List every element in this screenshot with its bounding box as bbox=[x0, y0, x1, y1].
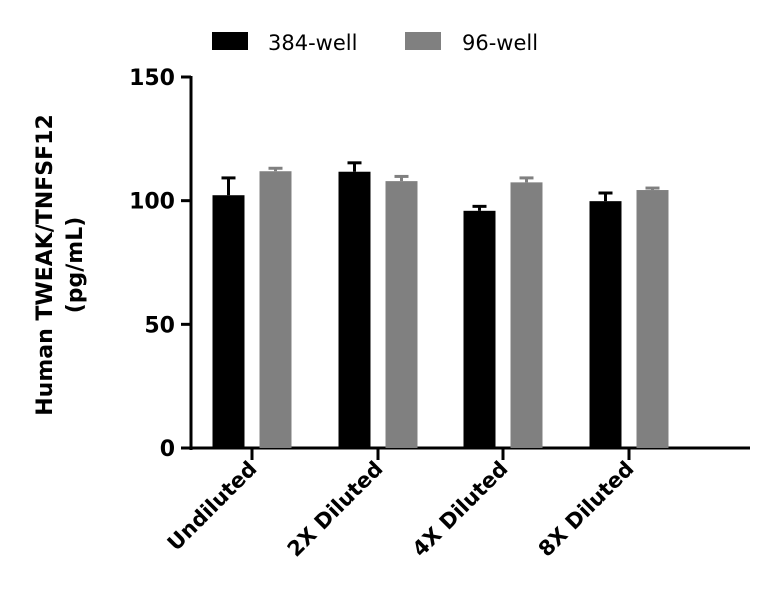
bar-96-well-2x-diluted bbox=[385, 181, 418, 449]
bar-96-well-8x-diluted bbox=[636, 190, 669, 449]
y-axis-label-line-1: Human TWEAK/TNFSF12 bbox=[33, 114, 58, 416]
legend-label-96-well: 96-well bbox=[462, 31, 538, 55]
bar-384-well-2x-diluted bbox=[338, 171, 371, 448]
y-tick-label: 150 bbox=[129, 66, 175, 91]
y-tick-label: 100 bbox=[129, 190, 175, 215]
x-tick-label: 8X Diluted bbox=[534, 457, 639, 562]
legend-swatch-96-well bbox=[405, 32, 441, 50]
legend: 384-well 96-well bbox=[212, 31, 538, 55]
bar-384-well-8x-diluted bbox=[589, 201, 622, 448]
x-tick-label: Undiluted bbox=[163, 457, 262, 556]
y-tick-label: 50 bbox=[144, 313, 175, 338]
y-tick-label: 0 bbox=[160, 437, 175, 462]
y-axis-label-line-2: (pg/mL) bbox=[63, 217, 88, 314]
bar-96-well-4x-diluted bbox=[510, 182, 543, 448]
legend-label-384-well: 384-well bbox=[268, 31, 357, 55]
legend-swatch-384-well bbox=[212, 32, 248, 50]
bar-384-well-4x-diluted bbox=[463, 210, 496, 448]
x-tick-label: 2X Diluted bbox=[283, 457, 388, 562]
bar-384-well-undiluted bbox=[212, 195, 245, 448]
y-axis-label: Human TWEAK/TNFSF12 (pg/mL) bbox=[33, 114, 88, 416]
bar-96-well-undiluted bbox=[259, 171, 292, 448]
x-tick-label: 4X Diluted bbox=[408, 457, 513, 562]
